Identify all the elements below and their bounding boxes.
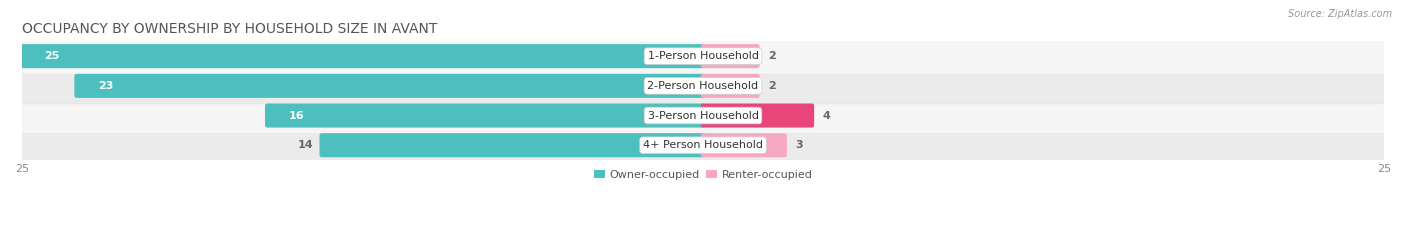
Text: 4+ Person Household: 4+ Person Household: [643, 140, 763, 150]
Text: Source: ZipAtlas.com: Source: ZipAtlas.com: [1288, 9, 1392, 19]
FancyBboxPatch shape: [75, 74, 706, 98]
Text: 3: 3: [796, 140, 803, 150]
FancyBboxPatch shape: [700, 44, 759, 68]
Text: 16: 16: [290, 110, 305, 120]
Text: OCCUPANCY BY OWNERSHIP BY HOUSEHOLD SIZE IN AVANT: OCCUPANCY BY OWNERSHIP BY HOUSEHOLD SIZE…: [22, 22, 437, 36]
FancyBboxPatch shape: [20, 44, 706, 68]
FancyBboxPatch shape: [21, 38, 1385, 74]
Text: 14: 14: [298, 140, 314, 150]
FancyBboxPatch shape: [21, 97, 1385, 134]
FancyBboxPatch shape: [21, 68, 1385, 104]
FancyBboxPatch shape: [264, 103, 706, 127]
Text: 2-Person Household: 2-Person Household: [647, 81, 759, 91]
Text: 23: 23: [98, 81, 114, 91]
FancyBboxPatch shape: [700, 103, 814, 127]
Text: 1-Person Household: 1-Person Household: [648, 51, 758, 61]
FancyBboxPatch shape: [700, 133, 787, 157]
FancyBboxPatch shape: [319, 133, 706, 157]
Text: 4: 4: [823, 110, 831, 120]
Text: 3-Person Household: 3-Person Household: [648, 110, 758, 120]
Legend: Owner-occupied, Renter-occupied: Owner-occupied, Renter-occupied: [589, 165, 817, 184]
Text: 2: 2: [768, 51, 776, 61]
FancyBboxPatch shape: [700, 74, 759, 98]
Text: 25: 25: [44, 51, 59, 61]
Text: 2: 2: [768, 81, 776, 91]
FancyBboxPatch shape: [21, 127, 1385, 163]
